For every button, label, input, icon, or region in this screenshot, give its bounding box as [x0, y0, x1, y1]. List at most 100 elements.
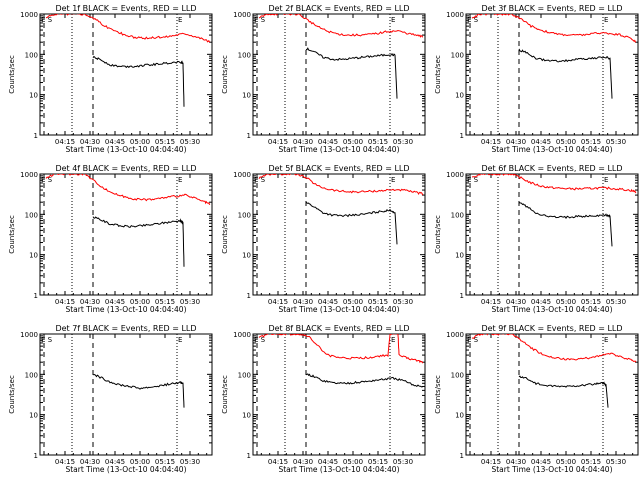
events-series-line: [518, 375, 609, 408]
marker-e: E: [178, 336, 182, 344]
y-tick-label: 1: [247, 132, 251, 140]
x-tick-label: 05:15: [581, 458, 601, 466]
y-tick-label: 100: [451, 51, 464, 59]
y-tick-label: 10: [242, 412, 251, 420]
y-axis-label: Counts/sec: [8, 375, 16, 414]
y-tick-label: 1000: [233, 11, 251, 19]
x-tick-label: 04:15: [55, 298, 75, 306]
x-axis-label: Start Time (13-Oct-10 04:04:40): [278, 145, 399, 154]
panel-title: Det 9f BLACK = Events, RED = LLD: [481, 324, 622, 333]
y-axis-label: Counts/sec: [434, 375, 442, 414]
x-tick-label: 04:15: [268, 138, 288, 146]
lld-series-line: [258, 334, 424, 364]
x-tick-label: 05:30: [393, 458, 413, 466]
x-tick-label: 04:45: [318, 138, 338, 146]
plot-frame: [39, 13, 213, 136]
y-tick-label: 10: [29, 92, 38, 100]
series-group: [45, 174, 211, 267]
lld-series-line: [258, 174, 424, 196]
y-axis-label: Counts/sec: [221, 55, 229, 94]
x-tick-label: 05:30: [180, 298, 200, 306]
x-tick-label: 04:15: [481, 138, 501, 146]
marker-e: E: [178, 16, 182, 24]
y-tick-label: 10: [29, 412, 38, 420]
y-tick-label: 10: [455, 92, 464, 100]
x-tick-label: 05:30: [606, 138, 626, 146]
x-tick-label: 05:15: [581, 298, 601, 306]
x-tick-label: 05:15: [155, 458, 175, 466]
y-tick-label: 10: [242, 92, 251, 100]
x-tick-label: 05:15: [368, 458, 388, 466]
panel-title: Det 8f BLACK = Events, RED = LLD: [268, 324, 409, 333]
x-tick-label: 05:00: [130, 298, 150, 306]
lld-series-line: [46, 14, 211, 43]
x-axis-label: Start Time (13-Oct-10 04:04:40): [491, 305, 612, 314]
y-tick-label: 10: [455, 252, 464, 260]
x-tick-label: 04:45: [105, 458, 125, 466]
marker-es: E S: [467, 336, 479, 344]
y-tick-label: 1: [34, 132, 38, 140]
x-tick-label: 04:15: [268, 458, 288, 466]
plot-frame: [252, 333, 426, 456]
y-tick-label: 100: [238, 371, 251, 379]
x-tick-label: 04:15: [268, 298, 288, 306]
y-tick-label: 100: [25, 371, 38, 379]
x-tick-label: 05:00: [130, 138, 150, 146]
y-tick-label: 100: [238, 211, 251, 219]
x-tick-label: 05:00: [556, 298, 576, 306]
x-tick-label: 04:15: [55, 458, 75, 466]
x-tick-label: 04:30: [80, 458, 100, 466]
y-tick-label: 100: [25, 51, 38, 59]
series-group: [471, 14, 637, 99]
y-tick-label: 100: [451, 211, 464, 219]
marker-e: E: [391, 16, 395, 24]
marker-e: E: [391, 176, 395, 184]
lld-series-line: [471, 14, 637, 43]
x-tick-label: 05:30: [606, 298, 626, 306]
x-tick-label: 04:30: [80, 298, 100, 306]
lld-series-line: [471, 334, 637, 363]
x-tick-label: 05:00: [556, 458, 576, 466]
x-tick-label: 05:30: [393, 138, 413, 146]
y-tick-label: 100: [451, 371, 464, 379]
x-tick-label: 04:45: [318, 458, 338, 466]
x-tick-label: 05:15: [155, 298, 175, 306]
x-tick-label: 04:15: [481, 458, 501, 466]
events-series-line: [518, 48, 613, 99]
y-tick-label: 100: [25, 211, 38, 219]
x-axis-label: Start Time (13-Oct-10 04:04:40): [491, 145, 612, 154]
y-tick-label: 10: [242, 252, 251, 260]
x-tick-label: 04:30: [506, 298, 526, 306]
panel-title: Det 7f BLACK = Events, RED = LLD: [55, 324, 196, 333]
x-tick-label: 05:00: [343, 138, 363, 146]
marker-e: E: [391, 336, 395, 344]
x-tick-label: 04:30: [506, 138, 526, 146]
x-tick-label: 05:30: [180, 138, 200, 146]
x-tick-label: 04:30: [293, 458, 313, 466]
x-axis-label: Start Time (13-Oct-10 04:04:40): [491, 465, 612, 474]
y-tick-label: 1: [34, 452, 38, 460]
x-axis-label: Start Time (13-Oct-10 04:04:40): [278, 465, 399, 474]
y-tick-label: 1: [460, 452, 464, 460]
y-tick-label: 1000: [446, 171, 464, 179]
plot-frame: [465, 333, 639, 456]
events-series-line: [305, 47, 398, 99]
x-tick-label: 05:00: [343, 458, 363, 466]
x-tick-label: 04:30: [80, 138, 100, 146]
x-tick-label: 05:15: [155, 138, 175, 146]
plot-frame: [39, 333, 213, 456]
x-tick-label: 05:30: [393, 298, 413, 306]
events-series-line: [305, 373, 424, 388]
panel-title: Det 1f BLACK = Events, RED = LLD: [55, 4, 196, 13]
x-tick-label: 04:45: [105, 138, 125, 146]
x-tick-label: 04:30: [293, 138, 313, 146]
series-group: [92, 373, 185, 408]
marker-es: E S: [254, 336, 266, 344]
marker-es: E S: [254, 16, 266, 24]
